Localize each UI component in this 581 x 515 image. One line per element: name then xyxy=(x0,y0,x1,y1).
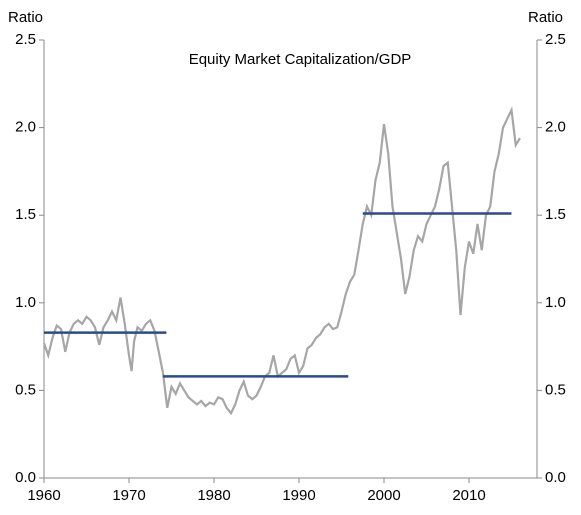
y2-tick-label: 2.5 xyxy=(545,31,566,48)
x-tick-label: 2010 xyxy=(452,487,485,504)
y-tick-label: 1.5 xyxy=(15,206,36,223)
data-line xyxy=(42,106,521,416)
x-tick-label: 1980 xyxy=(197,487,230,504)
y2-tick-label: 1.0 xyxy=(545,294,566,311)
x-tick-label: 1970 xyxy=(112,487,145,504)
chart-title: Equity Market Capitalization/GDP xyxy=(189,51,412,68)
y-tick-label: 1.0 xyxy=(15,294,36,311)
x-tick-label: 2000 xyxy=(367,487,400,504)
y2-tick-label: 0.0 xyxy=(545,469,566,486)
x-tick-label: 1960 xyxy=(27,487,60,504)
y2-tick-label: 2.0 xyxy=(545,119,566,136)
y2-tick-label: 1.5 xyxy=(545,206,566,223)
y-axis-label: Ratio xyxy=(8,9,43,26)
y2-axis-label: Ratio xyxy=(528,9,563,26)
x-tick-label: 1990 xyxy=(282,487,315,504)
y-tick-label: 2.5 xyxy=(15,31,36,48)
y-tick-label: 0.0 xyxy=(15,469,36,486)
y2-tick-label: 0.5 xyxy=(545,381,566,398)
y-tick-label: 2.0 xyxy=(15,119,36,136)
y-tick-label: 0.5 xyxy=(15,381,36,398)
